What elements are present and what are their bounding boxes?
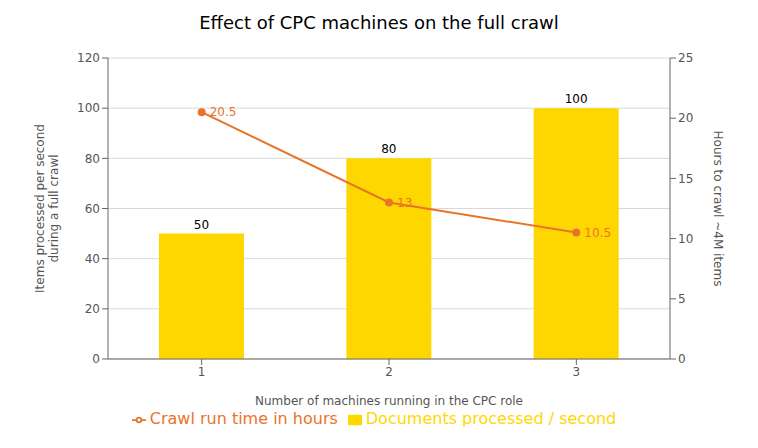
- svg-text:15: 15: [678, 172, 693, 186]
- svg-text:20: 20: [678, 111, 693, 125]
- svg-text:60: 60: [85, 202, 100, 216]
- svg-text:100: 100: [77, 101, 100, 115]
- svg-text:20: 20: [85, 302, 100, 316]
- html-text:Crawl run time in hours: Crawl run time in hours: [149, 409, 338, 428]
- svg-text:10.5: 10.5: [584, 226, 611, 240]
- svg-text:10: 10: [678, 232, 693, 246]
- svg-text:5: 5: [678, 292, 686, 306]
- svg-text:0: 0: [92, 352, 100, 366]
- svg-text:3: 3: [573, 365, 581, 379]
- svg-text:Items processed per secondduri: Items processed per secondduring a full …: [33, 124, 61, 293]
- svg-text:1: 1: [198, 365, 206, 379]
- svg-text:80: 80: [381, 142, 396, 156]
- svg-text:2: 2: [385, 365, 393, 379]
- svg-text:40: 40: [85, 252, 100, 266]
- html-text:Documents processed / second: Documents processed / second: [365, 409, 617, 428]
- svg-text:50: 50: [194, 218, 209, 232]
- svg-text:Number of machines running in: Number of machines running in the CPC ro…: [255, 394, 523, 408]
- svg-text:100: 100: [565, 92, 588, 106]
- svg-text:20.5: 20.5: [210, 105, 237, 119]
- html-text:Effect of CPC machines on the: Effect of CPC machines on the full crawl: [199, 12, 559, 33]
- svg-text:Hours to crawl ~4M items: Hours to crawl ~4M items: [711, 131, 725, 287]
- svg-text:0: 0: [678, 352, 686, 366]
- svg-text:120: 120: [77, 51, 100, 65]
- svg-text:80: 80: [85, 152, 100, 166]
- svg-text:25: 25: [678, 51, 693, 65]
- svg-text:13: 13: [397, 196, 412, 210]
